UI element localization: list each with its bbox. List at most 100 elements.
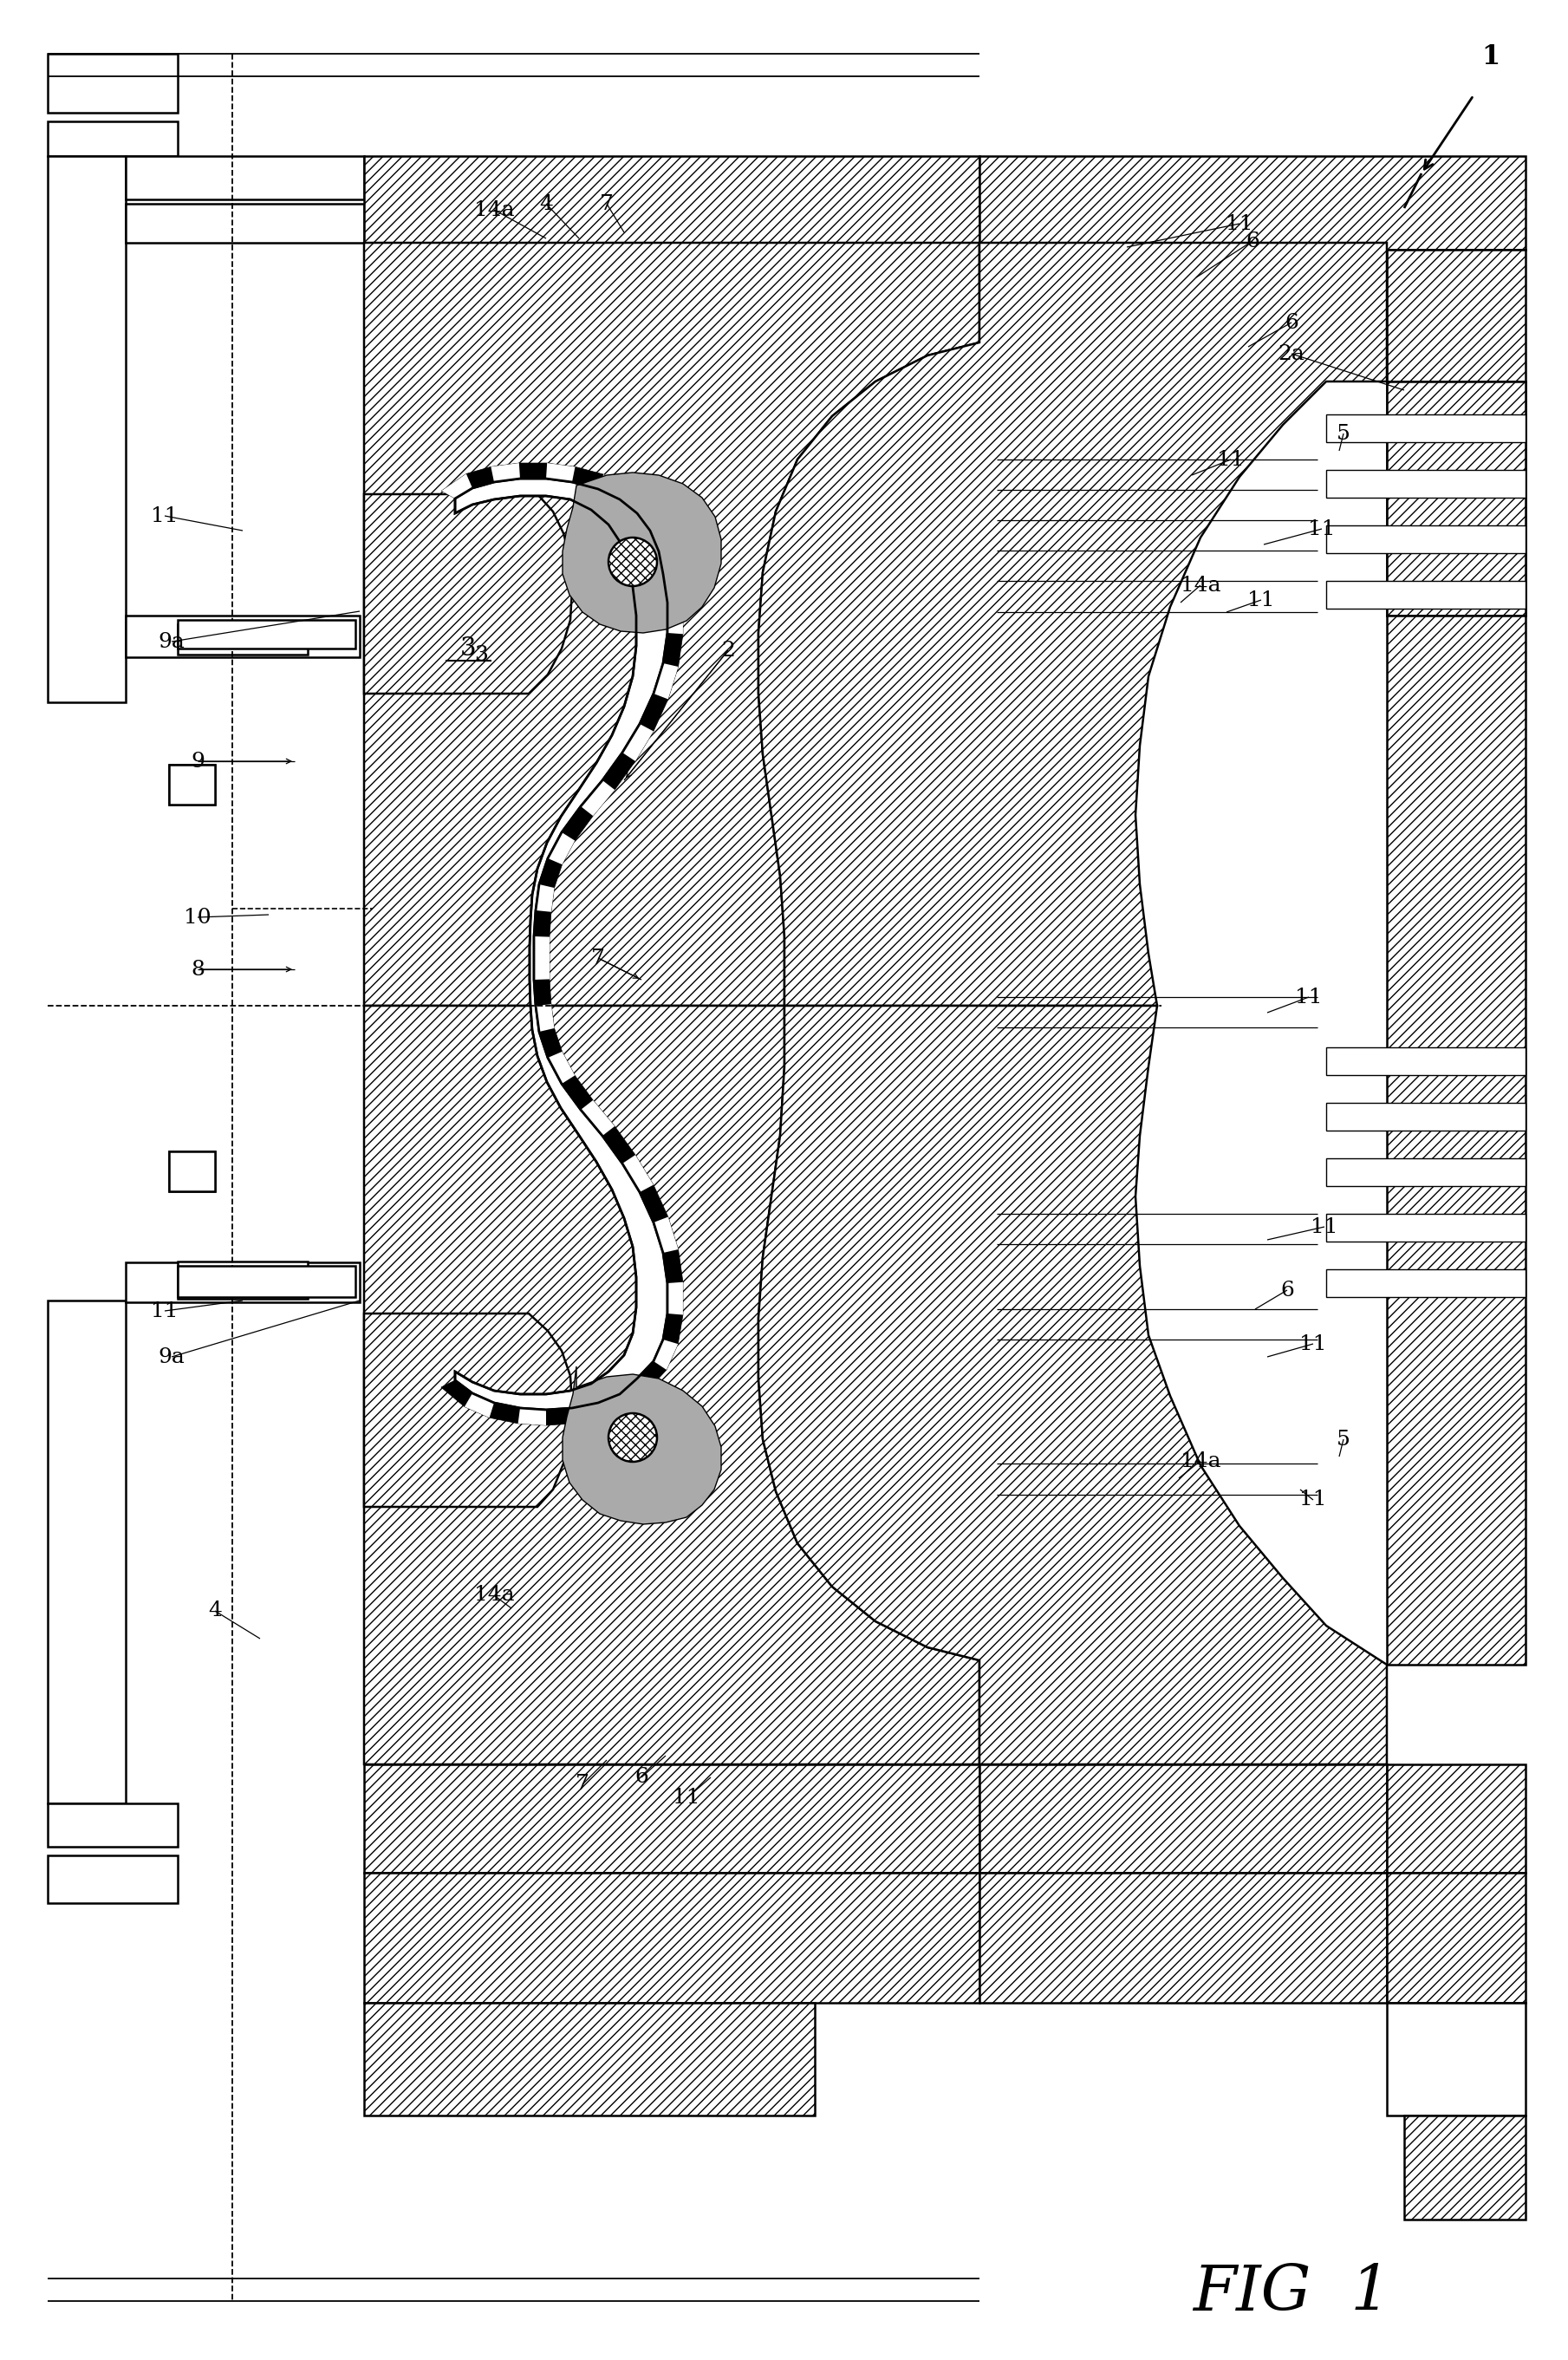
Polygon shape	[47, 1803, 177, 1848]
Polygon shape	[125, 1263, 359, 1303]
Circle shape	[608, 1414, 657, 1461]
Polygon shape	[177, 1263, 307, 1298]
Polygon shape	[364, 1874, 980, 2004]
Polygon shape	[580, 781, 615, 817]
Text: FIG  1: FIG 1	[1193, 2263, 1391, 2325]
Polygon shape	[364, 156, 980, 243]
Polygon shape	[1327, 1102, 1526, 1130]
Text: 8: 8	[191, 961, 204, 979]
Polygon shape	[177, 625, 307, 654]
Text: 11: 11	[673, 1789, 701, 1808]
Text: 11: 11	[1217, 448, 1245, 470]
Polygon shape	[177, 1265, 356, 1298]
Polygon shape	[364, 1765, 980, 1874]
Text: 9: 9	[191, 750, 204, 772]
Polygon shape	[980, 156, 1526, 250]
Polygon shape	[563, 472, 721, 632]
Polygon shape	[364, 243, 980, 1005]
Polygon shape	[659, 548, 679, 573]
Polygon shape	[563, 1366, 721, 1525]
Polygon shape	[442, 474, 472, 498]
Polygon shape	[547, 1053, 575, 1083]
Polygon shape	[622, 725, 654, 762]
Polygon shape	[491, 463, 521, 481]
Text: 11: 11	[1295, 986, 1322, 1008]
Text: 1: 1	[1482, 42, 1501, 71]
Text: 4: 4	[539, 194, 554, 215]
Polygon shape	[169, 765, 215, 805]
Text: 14a: 14a	[1181, 1451, 1221, 1470]
Text: 9a: 9a	[158, 632, 185, 651]
Text: 9a: 9a	[158, 1348, 185, 1366]
Polygon shape	[637, 503, 663, 531]
Polygon shape	[1327, 1048, 1526, 1076]
Text: 11: 11	[1226, 215, 1253, 234]
Polygon shape	[1386, 616, 1526, 1664]
Polygon shape	[441, 463, 684, 1425]
Text: 4: 4	[209, 1600, 221, 1621]
Text: 6: 6	[1281, 1279, 1294, 1300]
Polygon shape	[1386, 1765, 1526, 1874]
Text: 11: 11	[151, 505, 179, 526]
Polygon shape	[125, 156, 364, 198]
Text: 10: 10	[183, 906, 212, 927]
Text: 7: 7	[575, 1775, 590, 1794]
Polygon shape	[47, 1300, 125, 1803]
Polygon shape	[47, 120, 177, 156]
Polygon shape	[759, 243, 1386, 1005]
Polygon shape	[464, 1392, 494, 1418]
Polygon shape	[364, 493, 572, 694]
Polygon shape	[1327, 581, 1526, 609]
Polygon shape	[580, 1100, 615, 1135]
Polygon shape	[597, 474, 629, 500]
Polygon shape	[169, 1152, 215, 1192]
Text: 6: 6	[1245, 231, 1259, 250]
Text: 2a: 2a	[1278, 345, 1305, 363]
Polygon shape	[1327, 1270, 1526, 1298]
Polygon shape	[1327, 470, 1526, 498]
Polygon shape	[668, 1281, 684, 1315]
Polygon shape	[535, 937, 549, 979]
Polygon shape	[1327, 415, 1526, 441]
Polygon shape	[125, 616, 359, 656]
Text: 14a: 14a	[474, 1586, 514, 1605]
Text: 7: 7	[601, 194, 613, 215]
Polygon shape	[654, 1340, 677, 1369]
Polygon shape	[654, 663, 679, 699]
Polygon shape	[536, 1003, 555, 1031]
Polygon shape	[364, 2004, 815, 2115]
Polygon shape	[759, 1005, 1386, 1765]
Polygon shape	[517, 1409, 546, 1425]
Polygon shape	[546, 463, 575, 481]
Text: 11: 11	[1248, 590, 1275, 609]
Polygon shape	[177, 621, 356, 649]
Text: 6: 6	[1284, 312, 1298, 333]
Polygon shape	[169, 765, 215, 805]
Polygon shape	[1386, 250, 1526, 382]
Polygon shape	[125, 203, 364, 243]
Text: 14a: 14a	[474, 201, 514, 219]
Polygon shape	[980, 1874, 1386, 2004]
Polygon shape	[622, 1154, 654, 1192]
Polygon shape	[47, 156, 125, 703]
Polygon shape	[364, 1315, 572, 1508]
Polygon shape	[654, 1218, 679, 1253]
Polygon shape	[47, 54, 177, 113]
Polygon shape	[364, 1005, 980, 1765]
Text: 5: 5	[1336, 422, 1350, 444]
Polygon shape	[536, 885, 555, 911]
Polygon shape	[1405, 2115, 1526, 2218]
Text: 11: 11	[151, 1300, 179, 1322]
Polygon shape	[619, 1378, 648, 1407]
Text: 14a: 14a	[1181, 576, 1221, 595]
Polygon shape	[547, 833, 575, 864]
Text: 11: 11	[1300, 1333, 1327, 1355]
Polygon shape	[668, 602, 684, 635]
Polygon shape	[1386, 382, 1526, 616]
Polygon shape	[1386, 382, 1526, 616]
Polygon shape	[1386, 2004, 1526, 2115]
Text: 11: 11	[1308, 519, 1336, 538]
Polygon shape	[169, 1152, 215, 1192]
Polygon shape	[47, 1855, 177, 1902]
Polygon shape	[1386, 1874, 1526, 2004]
